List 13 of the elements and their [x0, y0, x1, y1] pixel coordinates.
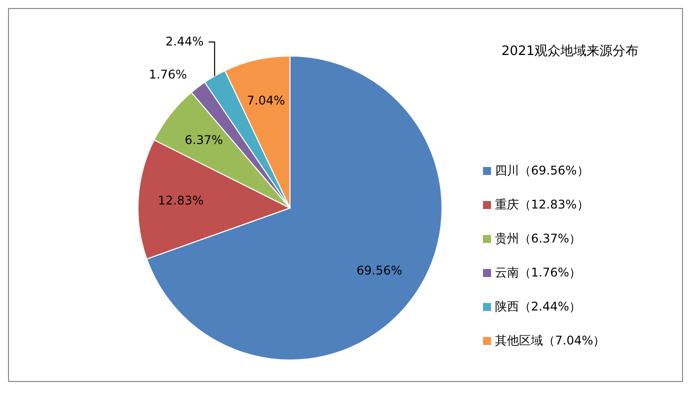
legend-label: 其他区域（7.04%）: [495, 333, 606, 348]
data-label: 1.76%: [148, 67, 187, 82]
data-label: 69.56%: [356, 263, 402, 278]
legend-label: 四川（69.56%）: [495, 163, 589, 178]
data-label: 7.04%: [246, 94, 286, 108]
data-label: 2.44%: [166, 34, 204, 48]
data-label: 6.37%: [184, 132, 223, 147]
text: 2021观众地域来源分布: [501, 44, 639, 59]
legend-label: 重庆（12.83%）: [495, 197, 589, 212]
legend-label: 陕西（2.44%）: [495, 299, 582, 314]
legend-label: 云南（1.76%）: [495, 265, 582, 280]
data-label: 12.83%: [158, 194, 204, 208]
legend-label: 贵州（6.37%）: [495, 231, 582, 246]
